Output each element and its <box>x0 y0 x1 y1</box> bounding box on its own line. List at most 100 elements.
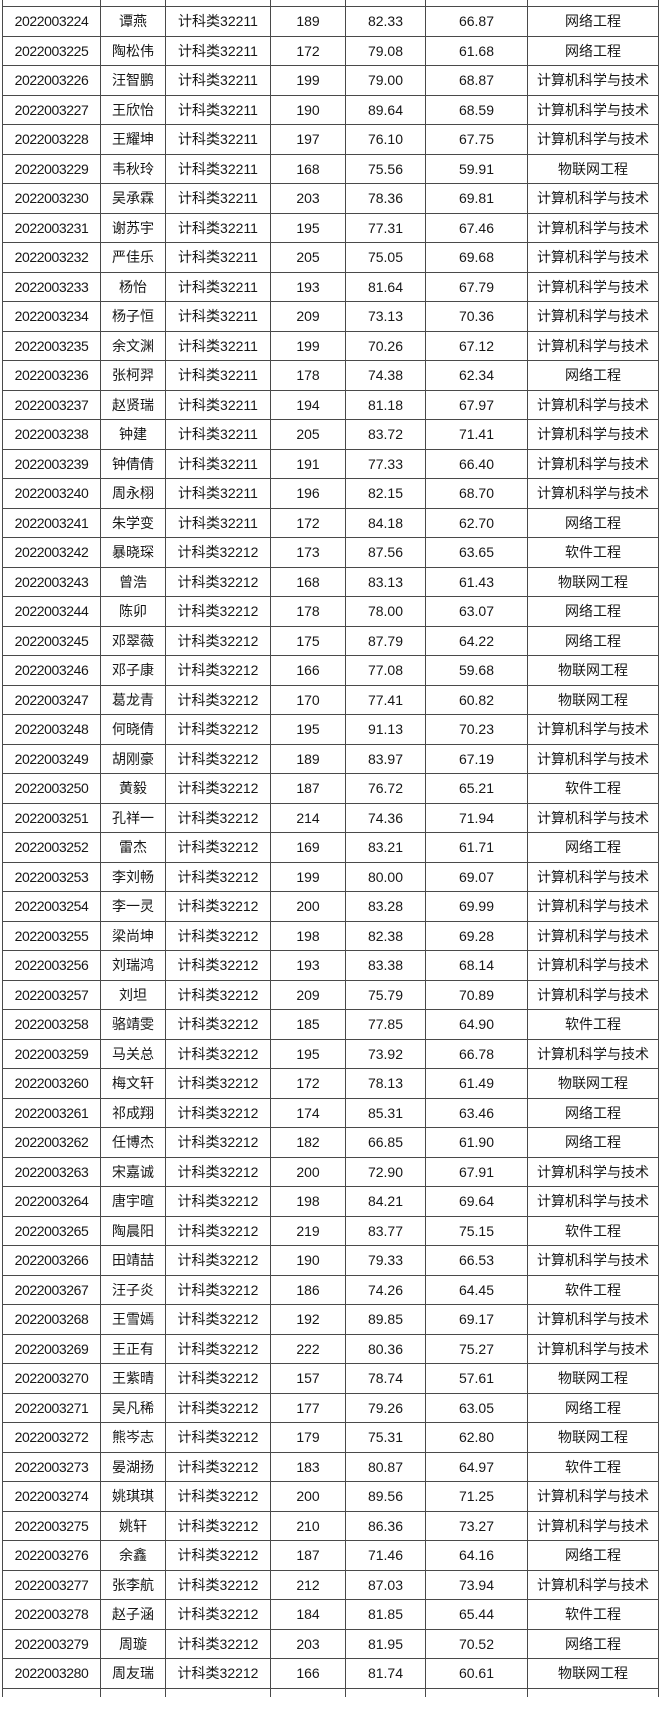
cell-major: 网络工程 <box>527 35 659 66</box>
cell-total-score: 212 <box>270 1569 346 1600</box>
cell-name: 曾浩 <box>100 566 166 597</box>
cell-score-2: 69.17 <box>425 1304 528 1335</box>
cell-major: 计算机科学与技术 <box>527 183 659 214</box>
cell-total-score: 203 <box>270 1628 346 1659</box>
cell-major: 计算机科学与技术 <box>527 1569 659 1600</box>
table-row: 2022003252 雷杰 计科类32212 169 83.21 61.71 网络工程 <box>2 832 659 863</box>
cell-name: 陈卯 <box>100 596 166 627</box>
cell-score-1: 81.64 <box>345 271 426 302</box>
cell-score-2: 68.87 <box>425 65 528 96</box>
table-row: 2022003228 王耀坤 计科类32211 197 76.10 67.75 计算机科学与… <box>2 124 659 155</box>
cell-total-score: 170 <box>270 684 346 715</box>
cell-class: 计科类32211 <box>165 419 271 450</box>
cell-name: 杨怡 <box>100 271 166 302</box>
cell-student-id: 2022003258 <box>2 1009 101 1040</box>
table-row: 2022003276 余鑫 计科类32212 187 71.46 64.16 网络工程 <box>2 1540 659 1571</box>
cell-major: 软件工程 <box>527 537 659 568</box>
partial-cell <box>165 1687 271 1697</box>
cell-major: 物联网工程 <box>527 655 659 686</box>
cell-score-1: 77.33 <box>345 448 426 479</box>
cell-name: 田靖喆 <box>100 1245 166 1276</box>
cell-student-id: 2022003259 <box>2 1038 101 1069</box>
cell-student-id: 2022003268 <box>2 1304 101 1335</box>
table-row: 2022003232 严佳乐 计科类32211 205 75.05 69.68 计算机科学与… <box>2 242 659 273</box>
cell-student-id: 2022003234 <box>2 301 101 332</box>
cell-score-2: 67.91 <box>425 1156 528 1187</box>
cell-student-id: 2022003271 <box>2 1392 101 1423</box>
cell-total-score: 184 <box>270 1599 346 1630</box>
cell-student-id: 2022003237 <box>2 389 101 420</box>
cell-total-score: 157 <box>270 1363 346 1394</box>
cell-name: 孔祥一 <box>100 802 166 833</box>
cell-class: 计科类32212 <box>165 655 271 686</box>
cell-total-score: 192 <box>270 1304 346 1335</box>
table-row: 2022003230 吴承霖 计科类32211 203 78.36 69.81 计算机科学与… <box>2 183 659 214</box>
cell-score-2: 67.12 <box>425 330 528 361</box>
cell-class: 计科类32211 <box>165 478 271 509</box>
cell-class: 计科类32211 <box>165 360 271 391</box>
cell-name: 熊岑志 <box>100 1422 166 1453</box>
cell-student-id: 2022003255 <box>2 920 101 951</box>
cell-student-id: 2022003262 <box>2 1127 101 1158</box>
cell-score-2: 59.68 <box>425 655 528 686</box>
cell-score-2: 69.07 <box>425 861 528 892</box>
cell-major: 计算机科学与技术 <box>527 389 659 420</box>
cell-student-id: 2022003243 <box>2 566 101 597</box>
cell-score-1: 79.33 <box>345 1245 426 1276</box>
table-row: 2022003261 祁成翔 计科类32212 174 85.31 63.46 网络工程 <box>2 1097 659 1128</box>
table-row: 2022003245 邓翠薇 计科类32212 175 87.79 64.22 网络工程 <box>2 625 659 656</box>
cell-name: 刘坦 <box>100 979 166 1010</box>
cell-name: 王耀坤 <box>100 124 166 155</box>
cell-name: 谢苏宇 <box>100 212 166 243</box>
cell-score-1: 81.95 <box>345 1628 426 1659</box>
cell-student-id: 2022003279 <box>2 1628 101 1659</box>
cell-score-2: 70.36 <box>425 301 528 332</box>
cell-score-1: 83.21 <box>345 832 426 863</box>
cell-name: 梅文轩 <box>100 1068 166 1099</box>
cell-major: 计算机科学与技术 <box>527 271 659 302</box>
cell-class: 计科类32212 <box>165 891 271 922</box>
partial-cell <box>2 1687 101 1697</box>
cell-score-2: 57.61 <box>425 1363 528 1394</box>
cell-total-score: 168 <box>270 566 346 597</box>
cell-student-id: 2022003244 <box>2 596 101 627</box>
cell-name: 邓子康 <box>100 655 166 686</box>
cell-score-1: 76.72 <box>345 773 426 804</box>
cell-total-score: 210 <box>270 1510 346 1541</box>
cell-total-score: 200 <box>270 891 346 922</box>
partial-cell <box>527 1687 659 1697</box>
cell-student-id: 2022003240 <box>2 478 101 509</box>
cell-name: 张柯羿 <box>100 360 166 391</box>
table-row: 2022003238 钟建 计科类32211 205 83.72 71.41 计算机科学与技… <box>2 419 659 450</box>
cell-score-2: 63.46 <box>425 1097 528 1128</box>
cell-total-score: 172 <box>270 507 346 538</box>
cell-total-score: 166 <box>270 655 346 686</box>
cell-class: 计科类32212 <box>165 1245 271 1276</box>
cell-name: 骆靖雯 <box>100 1009 166 1040</box>
cell-student-id: 2022003261 <box>2 1097 101 1128</box>
cell-total-score: 219 <box>270 1215 346 1246</box>
cell-name: 雷杰 <box>100 832 166 863</box>
table-row: 2022003279 周璇 计科类32212 203 81.95 70.52 网络工程 <box>2 1628 659 1659</box>
cell-score-2: 64.45 <box>425 1274 528 1305</box>
cell-total-score: 195 <box>270 1038 346 1069</box>
table-row: 2022003274 姚琪琪 计科类32212 200 89.56 71.25 计算机科学与… <box>2 1481 659 1512</box>
cell-major: 计算机科学与技术 <box>527 478 659 509</box>
cell-class: 计科类32212 <box>165 920 271 951</box>
cell-student-id: 2022003224 <box>2 6 101 37</box>
cell-class: 计科类32212 <box>165 625 271 656</box>
cell-total-score: 193 <box>270 950 346 981</box>
cell-class: 计科类32211 <box>165 212 271 243</box>
cell-total-score: 189 <box>270 6 346 37</box>
cell-score-2: 64.16 <box>425 1540 528 1571</box>
table-row: 2022003254 李一灵 计科类32212 200 83.28 69.99 计算机科学与… <box>2 891 659 922</box>
cell-major: 软件工程 <box>527 773 659 804</box>
cell-score-1: 81.74 <box>345 1658 426 1689</box>
cell-major: 计算机科学与技术 <box>527 419 659 450</box>
cell-name: 暴晓琛 <box>100 537 166 568</box>
cell-class: 计科类32212 <box>165 1540 271 1571</box>
cell-class: 计科类32212 <box>165 1451 271 1482</box>
cell-student-id: 2022003232 <box>2 242 101 273</box>
cell-score-1: 79.00 <box>345 65 426 96</box>
cell-total-score: 190 <box>270 1245 346 1276</box>
